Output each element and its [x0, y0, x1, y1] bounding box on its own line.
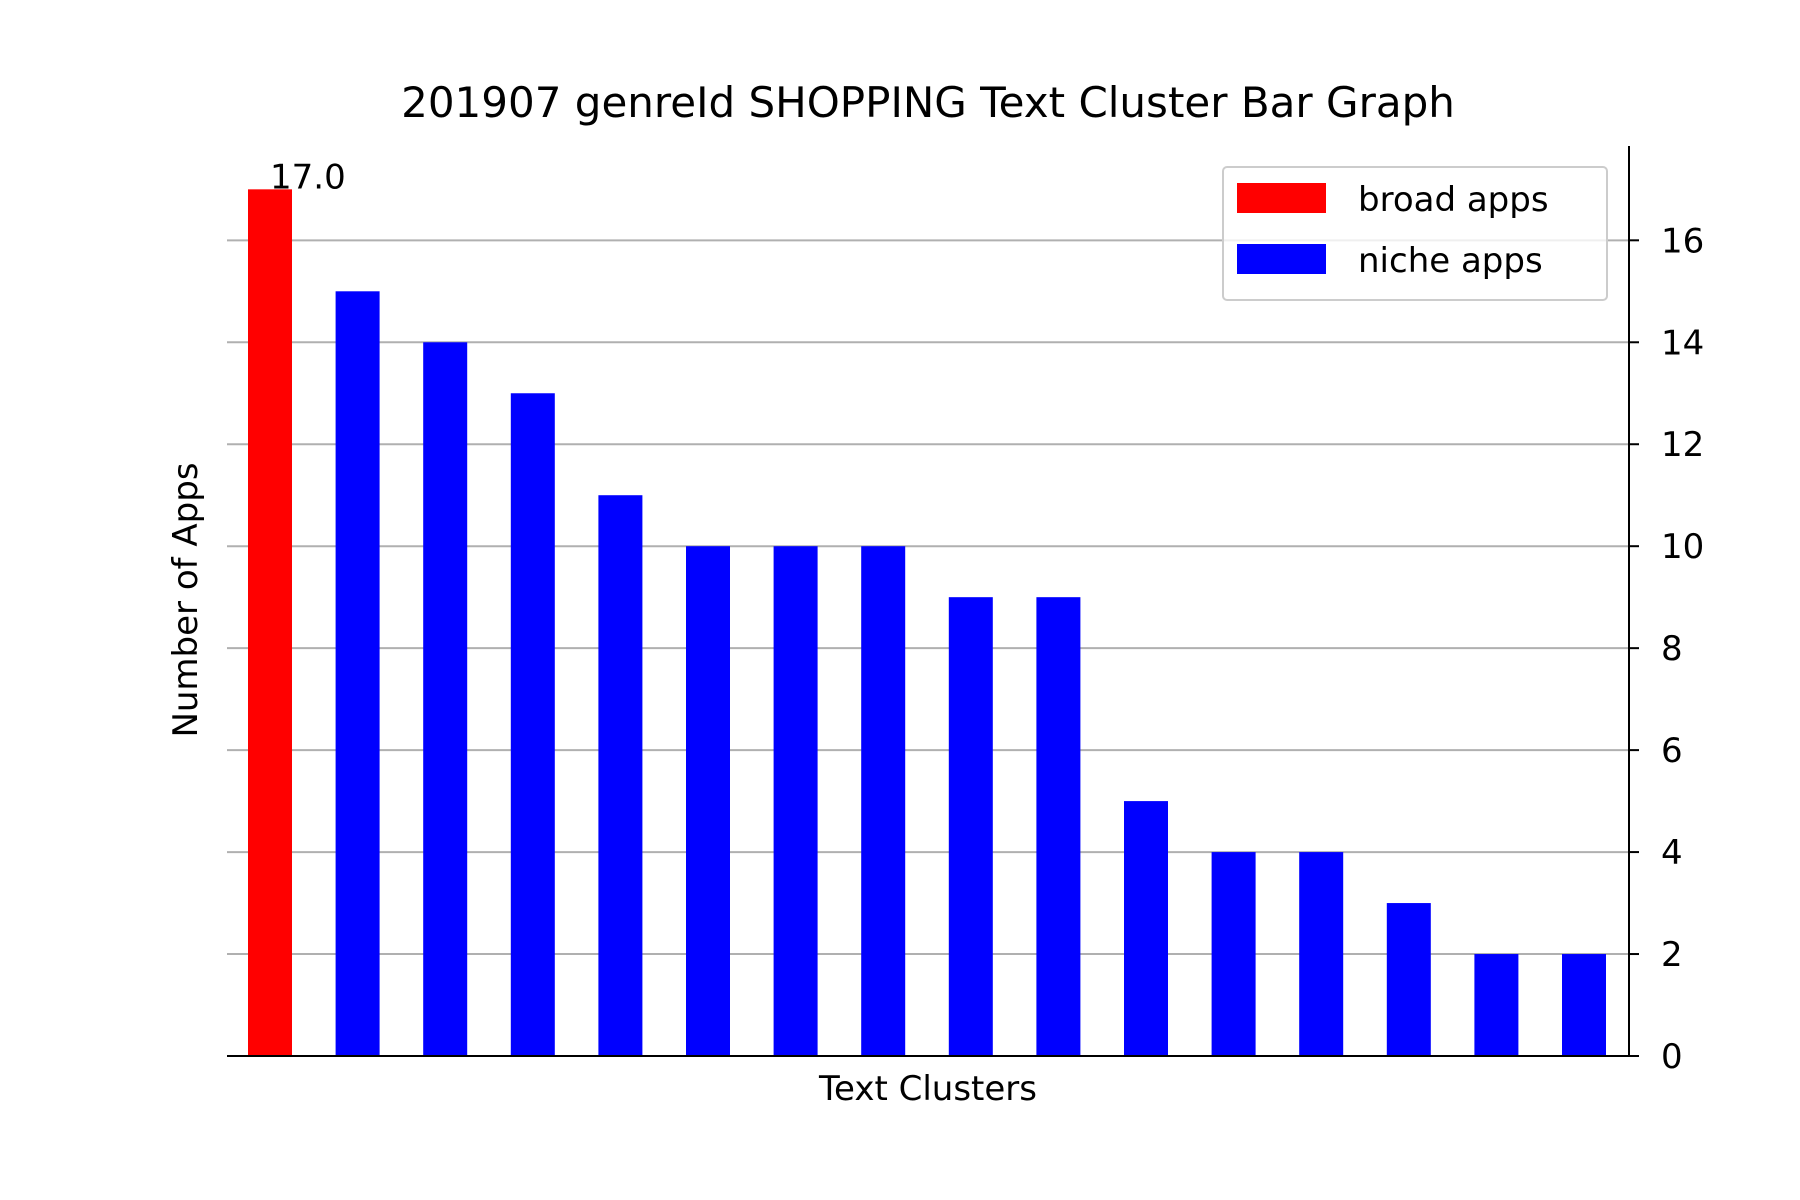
y-tick-label: 12 [1661, 425, 1704, 465]
y-tick-label: 4 [1661, 833, 1683, 873]
bar-niche-9 [948, 597, 993, 1056]
bar-niche-2 [335, 291, 380, 1056]
legend: broad apps niche apps [1222, 166, 1608, 301]
legend-swatch-niche-apps [1237, 244, 1326, 274]
legend-label-niche-apps: niche apps [1358, 241, 1543, 281]
y-tick-label: 14 [1661, 323, 1704, 363]
chart-title: 201907 genreId SHOPPING Text Cluster Bar… [401, 78, 1455, 127]
bar-niche-10 [1036, 597, 1081, 1056]
bar-niche-6 [686, 546, 730, 1056]
legend-swatch-broad-apps [1237, 183, 1326, 213]
y-tick-label: 6 [1661, 731, 1683, 771]
data-label-bar-1: 17.0 [270, 157, 346, 197]
bar-niche-12 [1211, 852, 1256, 1056]
y-tick-label: 2 [1661, 935, 1683, 975]
legend-label-broad-apps: broad apps [1358, 180, 1549, 220]
bar-broad-1 [248, 189, 292, 1057]
x-axis-label: Text Clusters [818, 1069, 1037, 1109]
y-tick-label: 16 [1661, 221, 1704, 261]
y-axis-label: Number of Apps [166, 462, 206, 737]
bar-niche-3 [423, 342, 468, 1056]
data-labels: 17.0 [270, 157, 346, 197]
bar-niche-4 [510, 393, 555, 1057]
bar-niche-11 [1124, 801, 1168, 1056]
bar-niche-15 [1474, 954, 1519, 1056]
bar-niche-16 [1562, 954, 1606, 1056]
bar-niche-13 [1299, 852, 1344, 1056]
bars [248, 189, 1606, 1057]
y-ticks: 0 2 4 6 8 10 12 14 16 [1629, 221, 1704, 1077]
y-tick-label: 0 [1661, 1037, 1683, 1077]
axes [227, 146, 1630, 1057]
y-tick-label: 10 [1661, 527, 1704, 567]
bar-niche-5 [598, 495, 643, 1056]
y-tick-label: 8 [1661, 629, 1683, 669]
bar-niche-8 [861, 546, 906, 1056]
bar-niche-7 [773, 546, 818, 1056]
bar-niche-14 [1386, 903, 1431, 1056]
